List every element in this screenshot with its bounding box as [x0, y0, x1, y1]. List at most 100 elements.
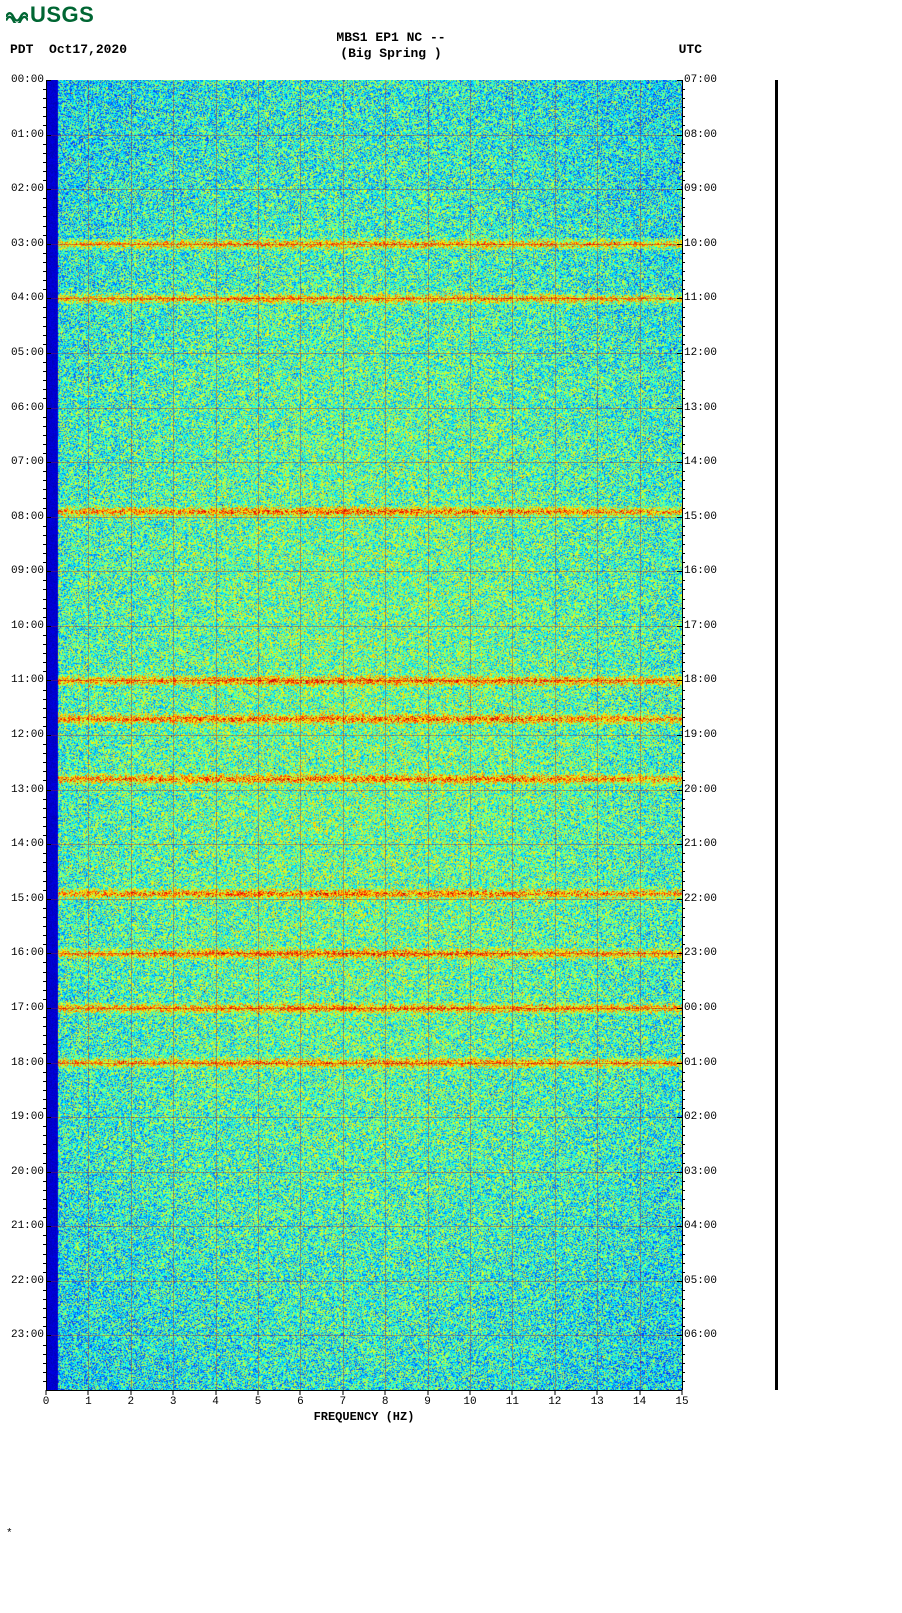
ytick-minor-left	[43, 862, 46, 863]
ytick-minor-right	[682, 544, 685, 545]
ytick-minor-left	[43, 498, 46, 499]
ytick-minor-left	[43, 198, 46, 199]
ytick-minor-right	[682, 808, 685, 809]
ytick-minor-right	[682, 835, 685, 836]
ytick-minor-right	[682, 98, 685, 99]
xtick-mark	[342, 1390, 343, 1395]
ytick-minor-right	[682, 1317, 685, 1318]
ytick-minor-left	[43, 489, 46, 490]
ytick-minor-right	[682, 535, 685, 536]
ytick-minor-right	[682, 426, 685, 427]
ytick-minor-left	[43, 1217, 46, 1218]
ytick-minor-right	[682, 1217, 685, 1218]
xtick-mark	[639, 1390, 640, 1395]
xtick-label: 11	[506, 1396, 519, 1408]
ytick-minor-right	[682, 1053, 685, 1054]
ytick-minor-left	[43, 1135, 46, 1136]
ytick-minor-right	[682, 799, 685, 800]
xtick-mark	[512, 1390, 513, 1395]
ytick-minor-left	[43, 453, 46, 454]
ytick-minor-right	[682, 1308, 685, 1309]
ytick-minor-right	[682, 1354, 685, 1355]
ytick-minor-right	[682, 489, 685, 490]
ytick-minor-left	[43, 125, 46, 126]
ytick-minor-right	[682, 817, 685, 818]
ytick-minor-right	[682, 644, 685, 645]
ytick-minor-right	[682, 1254, 685, 1255]
ytick-minor-left	[43, 253, 46, 254]
ytick-minor-right	[682, 917, 685, 918]
ytick-minor-left	[43, 1035, 46, 1036]
ytick-minor-right	[682, 1181, 685, 1182]
header-center: MBS1 EP1 NC -- (Big Spring )	[0, 30, 782, 61]
ytick-minor-right	[682, 1190, 685, 1191]
y-axis-right: 07:0008:0009:0010:0011:0012:0013:0014:00…	[682, 80, 742, 1390]
ytick-minor-left	[43, 1372, 46, 1373]
ytick-left: 23:00	[11, 1329, 46, 1341]
ytick-minor-right	[682, 771, 685, 772]
ytick-minor-left	[43, 871, 46, 872]
ytick-left: 01:00	[11, 129, 46, 141]
ytick-minor-left	[43, 1299, 46, 1300]
xtick-label: 6	[297, 1396, 304, 1408]
ytick-minor-left	[43, 435, 46, 436]
ytick-right: 01:00	[682, 1057, 717, 1069]
ytick-minor-right	[682, 362, 685, 363]
ytick-left: 20:00	[11, 1166, 46, 1178]
ytick-minor-left	[43, 1363, 46, 1364]
ytick-minor-right	[682, 635, 685, 636]
ytick-left: 03:00	[11, 238, 46, 250]
ytick-minor-left	[43, 1163, 46, 1164]
ytick-left: 12:00	[11, 729, 46, 741]
ytick-minor-right	[682, 708, 685, 709]
ytick-left: 15:00	[11, 893, 46, 905]
ytick-right: 05:00	[682, 1275, 717, 1287]
ytick-minor-left	[43, 1263, 46, 1264]
ytick-minor-right	[682, 999, 685, 1000]
ytick-minor-left	[43, 1126, 46, 1127]
ytick-minor-left	[43, 280, 46, 281]
ytick-minor-left	[43, 717, 46, 718]
ytick-minor-right	[682, 1199, 685, 1200]
ytick-minor-right	[682, 526, 685, 527]
ytick-minor-right	[682, 116, 685, 117]
ytick-minor-left	[43, 326, 46, 327]
ytick-minor-left	[43, 1326, 46, 1327]
xtick-mark	[130, 1390, 131, 1395]
ytick-minor-right	[682, 962, 685, 963]
ytick-right: 23:00	[682, 947, 717, 959]
ytick-minor-left	[43, 235, 46, 236]
ytick-minor-right	[682, 335, 685, 336]
footnote: *	[6, 1528, 13, 1540]
ytick-minor-right	[682, 253, 685, 254]
ytick-minor-left	[43, 690, 46, 691]
ytick-minor-right	[682, 216, 685, 217]
ytick-minor-right	[682, 762, 685, 763]
ytick-minor-right	[682, 417, 685, 418]
ytick-minor-right	[682, 1144, 685, 1145]
xtick-label: 12	[548, 1396, 561, 1408]
ytick-minor-right	[682, 753, 685, 754]
ytick-minor-left	[43, 471, 46, 472]
ytick-minor-left	[43, 107, 46, 108]
ytick-minor-right	[682, 562, 685, 563]
ytick-minor-left	[43, 307, 46, 308]
ytick-minor-right	[682, 826, 685, 827]
ytick-minor-right	[682, 180, 685, 181]
xtick-label: 13	[591, 1396, 604, 1408]
ytick-minor-right	[682, 671, 685, 672]
ytick-minor-left	[43, 508, 46, 509]
ytick-minor-right	[682, 944, 685, 945]
xtick-mark	[682, 1390, 683, 1395]
xtick-mark	[385, 1390, 386, 1395]
ytick-minor-left	[43, 1108, 46, 1109]
ytick-minor-right	[682, 589, 685, 590]
ytick-minor-left	[43, 762, 46, 763]
ytick-minor-right	[682, 107, 685, 108]
ytick-minor-left	[43, 726, 46, 727]
xtick-mark	[300, 1390, 301, 1395]
ytick-minor-right	[682, 508, 685, 509]
ytick-minor-right	[682, 653, 685, 654]
ytick-minor-left	[43, 926, 46, 927]
ytick-minor-left	[43, 653, 46, 654]
